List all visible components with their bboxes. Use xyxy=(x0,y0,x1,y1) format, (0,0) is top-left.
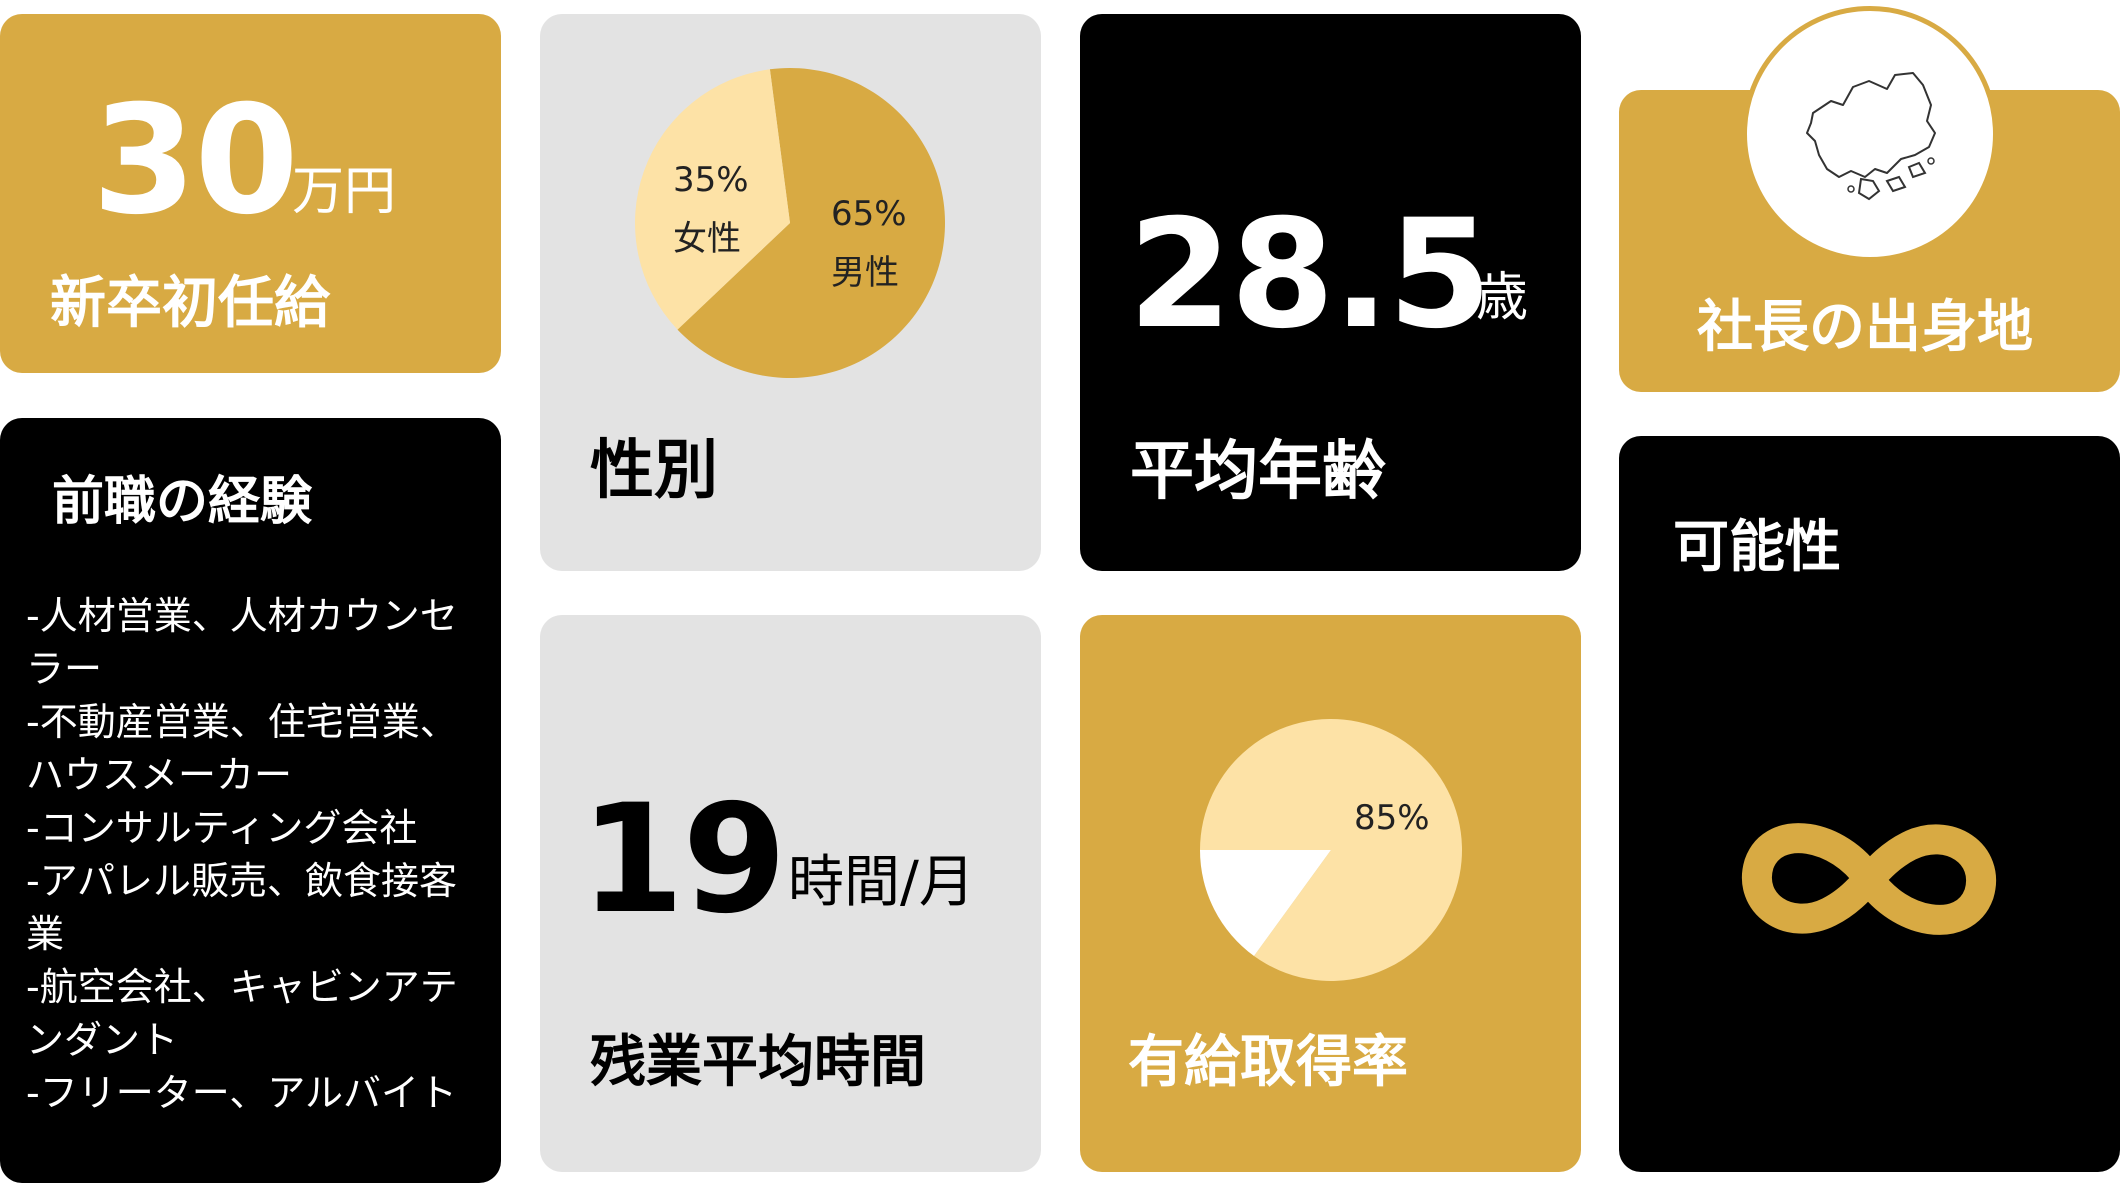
paid-leave-percent: 85% xyxy=(1354,798,1430,838)
gender-title: 性別 xyxy=(590,434,718,508)
paid-leave-title: 有給取得率 xyxy=(1128,1030,1408,1095)
paid-leave-pie-chart xyxy=(1200,719,1462,981)
overtime-value: 19 xyxy=(580,773,787,947)
experience-line: -人材営業、人材カウンセ xyxy=(26,594,458,638)
overtime-card: 19 時間/月 残業平均時間 xyxy=(540,615,1041,1172)
average-age-card: 28.5 歳 平均年齢 xyxy=(1080,14,1581,571)
experience-line: -フリーター、アルバイト xyxy=(26,1071,457,1115)
salary-value: 30 xyxy=(92,74,299,248)
experience-line: ハウスメーカー xyxy=(26,753,293,797)
age-title: 平均年齢 xyxy=(1130,435,1386,509)
gender-pie-chart xyxy=(635,68,945,378)
age-value: 28.5 xyxy=(1128,188,1492,362)
gender-card: 35% 女性 65% 男性 性別 xyxy=(540,14,1041,571)
female-percent: 35% xyxy=(673,160,749,200)
paid-leave-rest-slice xyxy=(1200,850,1331,956)
experience-title: 前職の経験 xyxy=(52,472,313,532)
male-label: 男性 xyxy=(831,253,899,293)
origin-map-badge xyxy=(1742,6,1998,262)
experience-line: -不動産営業、住宅営業、 xyxy=(26,700,458,744)
paid-leave-taken-slice xyxy=(1200,719,1462,981)
paid-leave-card: 85% 有給取得率 xyxy=(1080,615,1581,1172)
male-percent: 65% xyxy=(831,194,907,234)
salary-unit: 万円 xyxy=(292,162,397,222)
potential-title: 可能性 xyxy=(1673,515,1841,580)
experience-line: -アパレル販売、飲食接客 xyxy=(26,859,457,903)
experience-line: ンダント xyxy=(26,1018,179,1062)
salary-title: 新卒初任給 xyxy=(50,271,330,336)
experience-list: -人材営業、人材カウンセ ラー -不動産営業、住宅営業、 ハウスメーカー -コンサルティ… xyxy=(26,590,458,1120)
infinity-icon xyxy=(1742,823,1996,935)
female-label: 女性 xyxy=(673,219,741,259)
gender-female-slice xyxy=(635,69,790,330)
overtime-title: 残業平均時間 xyxy=(590,1030,926,1095)
potential-card: 可能性 xyxy=(1619,436,2120,1172)
experience-line: -コンサルティング会社 xyxy=(26,806,418,850)
experience-line: ラー xyxy=(26,647,103,691)
gender-male-slice xyxy=(677,68,945,378)
age-unit: 歳 xyxy=(1476,268,1529,328)
experience-line: -航空会社、キャビンアテ xyxy=(26,965,458,1009)
experience-line: 業 xyxy=(26,912,65,956)
prior-experience-card: 前職の経験 -人材営業、人材カウンセ ラー -不動産営業、住宅営業、 ハウスメーカー -… xyxy=(0,418,501,1183)
overtime-unit: 時間/月 xyxy=(788,850,975,915)
starting-salary-card: 30 万円 新卒初任給 xyxy=(0,14,501,373)
hiroshima-map-icon xyxy=(1806,72,1936,201)
origin-title: 社長の出身地 xyxy=(1697,295,2033,360)
